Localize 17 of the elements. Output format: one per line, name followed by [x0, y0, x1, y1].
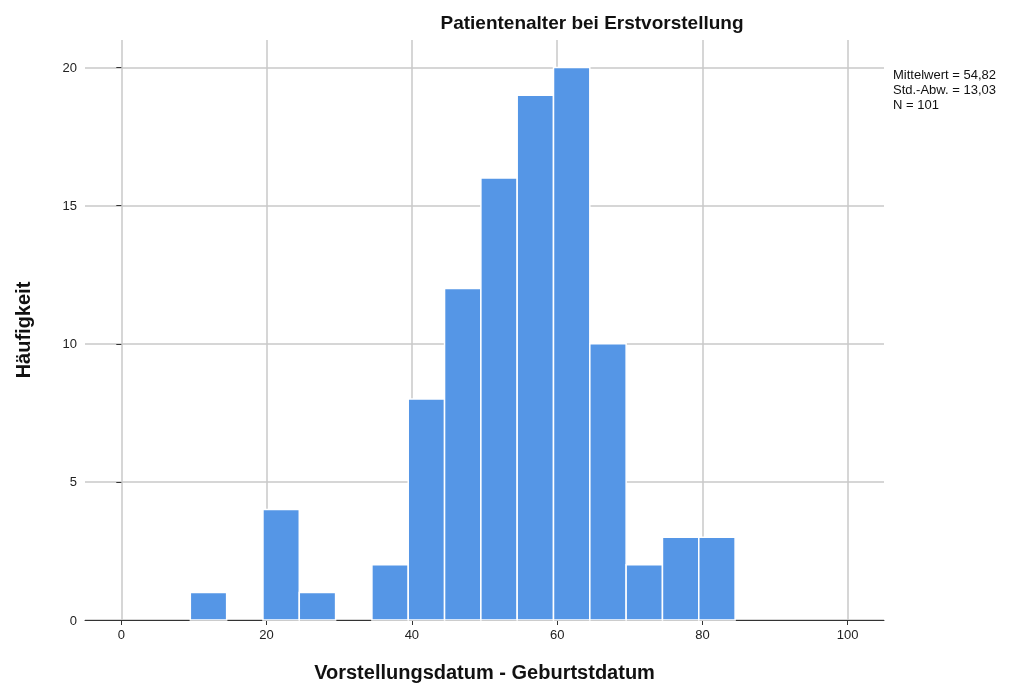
x-tick-label: 40: [404, 627, 420, 642]
x-tick-label: 80: [695, 627, 710, 642]
x-tick-label: 100: [836, 627, 859, 642]
y-tick-label: 0: [69, 612, 77, 628]
y-tick-label: 20: [62, 60, 77, 76]
y-tick-label: 5: [69, 474, 77, 490]
x-tick-label: 20: [259, 627, 274, 642]
y-axis-title: Häufigkeit: [12, 281, 34, 379]
chart-title: Patientenalter bei Erstvorstellung: [440, 12, 744, 33]
y-tick-label: 15: [62, 198, 77, 214]
text: Std.-Abw. = 13,03: [893, 82, 996, 97]
x-tick-label: 0: [117, 627, 125, 642]
text: Mittelwert = 54,82: [893, 67, 996, 82]
text: N = 101: [893, 97, 939, 112]
y-tick-label: 10: [62, 336, 77, 352]
x-axis-title: Vorstellungsdatum - Geburtstdatum: [314, 661, 655, 683]
x-tick-label: 60: [549, 627, 565, 642]
